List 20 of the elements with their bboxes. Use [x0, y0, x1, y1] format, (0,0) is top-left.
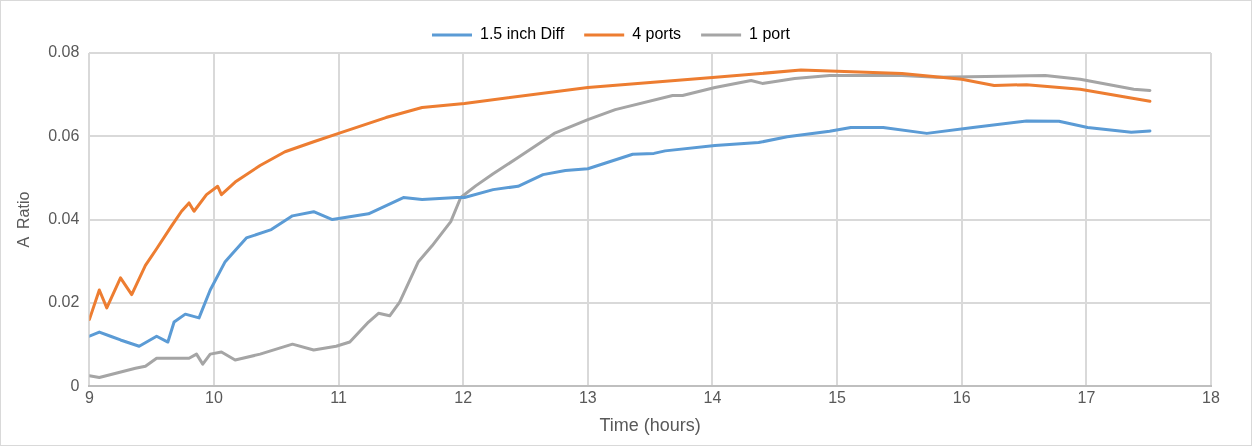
legend-label: 4 ports	[632, 25, 682, 43]
legend-label: 1.5 inch Diff	[479, 25, 565, 43]
x-tick-label: 14	[703, 389, 722, 407]
x-tick-label: 10	[205, 389, 223, 407]
x-tick-label: 17	[1077, 389, 1096, 407]
x-tick-label: 18	[1202, 389, 1220, 407]
y-tick-label: 0.02	[48, 293, 80, 311]
y-tick-label: 0.06	[48, 126, 80, 144]
y-tick-label: 0.04	[48, 210, 80, 228]
x-tick-label: 12	[454, 389, 473, 407]
y-tick-label: 0.08	[48, 43, 80, 61]
y-tick-label: 0	[70, 376, 80, 394]
x-tick-label: 15	[828, 389, 847, 407]
x-tick-label: 13	[578, 389, 597, 407]
y-axis-title: A Ratio	[15, 191, 33, 248]
x-tick-label: 9	[84, 389, 94, 407]
legend-label: 1 port	[749, 25, 791, 43]
x-tick-label: 16	[952, 389, 971, 407]
x-axis-title: Time (hours)	[599, 415, 701, 436]
x-tick-label: 11	[330, 389, 347, 407]
